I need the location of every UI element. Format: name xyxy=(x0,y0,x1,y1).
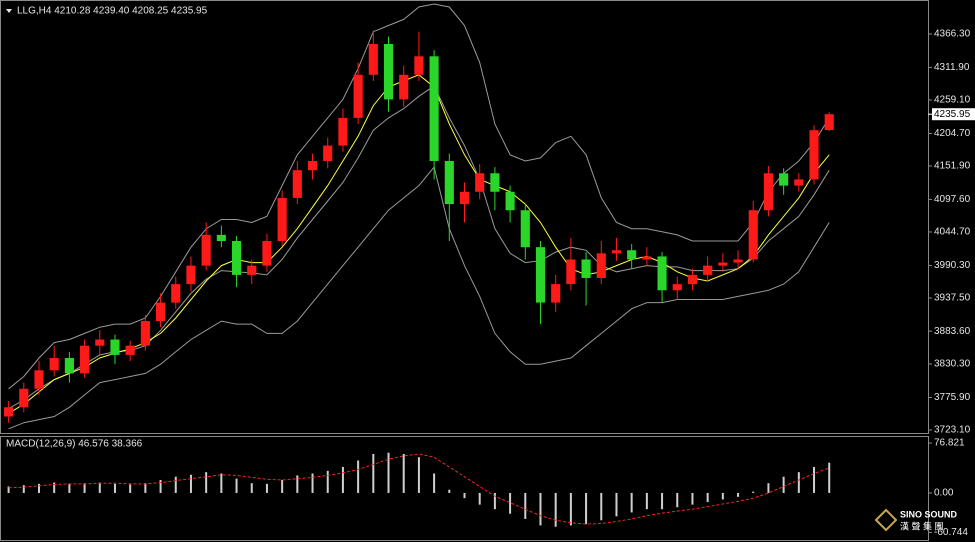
menu-arrow xyxy=(6,9,12,13)
candle-body xyxy=(596,253,606,278)
candle-body xyxy=(247,265,257,275)
candle-body xyxy=(34,370,44,389)
candle-body xyxy=(292,170,302,198)
y-tick-label: 4151.90 xyxy=(934,161,971,172)
candle-body xyxy=(429,56,439,161)
candle-body xyxy=(216,234,226,242)
candle-body xyxy=(779,173,789,186)
candle-body xyxy=(627,250,637,260)
candle-body xyxy=(551,284,561,303)
candle-body xyxy=(140,321,150,346)
candle-body xyxy=(338,117,348,146)
candle-body xyxy=(64,358,74,374)
candle-body xyxy=(763,173,773,211)
candle-body xyxy=(171,284,181,303)
candle-body xyxy=(19,388,29,408)
watermark-logo xyxy=(874,508,898,532)
candle-body xyxy=(156,302,166,322)
y-tick-label: 4259.10 xyxy=(934,95,971,106)
candle-body xyxy=(703,265,713,275)
y-tick-label: 4044.70 xyxy=(934,227,971,238)
candle-body xyxy=(368,43,378,75)
candle-body xyxy=(520,210,530,248)
candle-body xyxy=(687,274,698,285)
candle-body xyxy=(490,173,500,192)
candle-body xyxy=(277,197,287,242)
watermark-zh: 漢 聲 集 團 xyxy=(900,520,944,531)
candle-body xyxy=(475,173,485,192)
candle-body xyxy=(414,56,424,75)
candle-body xyxy=(718,262,728,266)
candle-body xyxy=(49,358,59,371)
candle-body xyxy=(733,259,743,263)
candle-body xyxy=(657,256,667,291)
candle-body xyxy=(611,250,622,254)
candle-body xyxy=(95,339,105,346)
candle-body xyxy=(459,191,470,205)
y-tick-label: 4366.30 xyxy=(934,29,971,40)
candle-body xyxy=(672,284,682,291)
candle-body xyxy=(323,145,333,161)
candle-body xyxy=(353,74,363,118)
y-tick-label: 0.00 xyxy=(934,488,954,499)
macd-title: MACD(12,26,9) 46.576 38.366 xyxy=(6,439,143,450)
watermark: SINO SOUND 漢 聲 集 團 xyxy=(874,508,958,532)
y-tick-label: 3775.90 xyxy=(934,392,971,403)
y-tick-label: 3723.10 xyxy=(934,425,971,436)
price-box xyxy=(932,108,975,121)
candle-body xyxy=(581,259,591,278)
candle-body xyxy=(535,247,546,303)
candle-body xyxy=(307,160,318,171)
y-tick-label: 76.821 xyxy=(934,438,965,449)
candle-body xyxy=(809,130,819,180)
y-tick-label: 4204.70 xyxy=(934,128,971,139)
candle-body xyxy=(186,265,196,285)
candle-body xyxy=(444,160,454,205)
candle-body xyxy=(125,345,135,355)
candle-body xyxy=(794,179,804,186)
main-frame xyxy=(0,0,929,434)
y-tick-label: 4097.60 xyxy=(934,194,971,205)
y-tick-label: 4311.90 xyxy=(934,62,970,73)
candle-body xyxy=(110,339,120,355)
y-tick-label: 3937.50 xyxy=(934,293,971,304)
candle-body xyxy=(505,191,515,211)
candle-body xyxy=(80,345,90,374)
candle-body xyxy=(566,259,576,285)
signal-line xyxy=(8,453,830,525)
price-label: 4235.95 xyxy=(934,109,971,120)
candle-body xyxy=(262,241,272,266)
y-tick-label: 3990.30 xyxy=(934,260,971,271)
y-tick-label: 3883.60 xyxy=(934,326,971,337)
macd-frame xyxy=(0,436,929,541)
candle-body xyxy=(383,43,394,100)
candle-body xyxy=(4,407,14,417)
candle-body xyxy=(399,74,409,100)
candle-body xyxy=(824,114,834,131)
indicator-line xyxy=(8,166,830,430)
y-tick-label: 3830.30 xyxy=(934,359,971,370)
chart-title: LLG,H4 4210.28 4239.40 4208.25 4235.95 xyxy=(17,6,208,17)
candle-body xyxy=(231,241,242,275)
candle-body xyxy=(201,234,211,266)
candle-body xyxy=(748,210,758,260)
watermark-en: SINO SOUND xyxy=(900,509,958,519)
candle-body xyxy=(642,256,652,260)
y-tick-label: -60.744 xyxy=(934,527,968,538)
